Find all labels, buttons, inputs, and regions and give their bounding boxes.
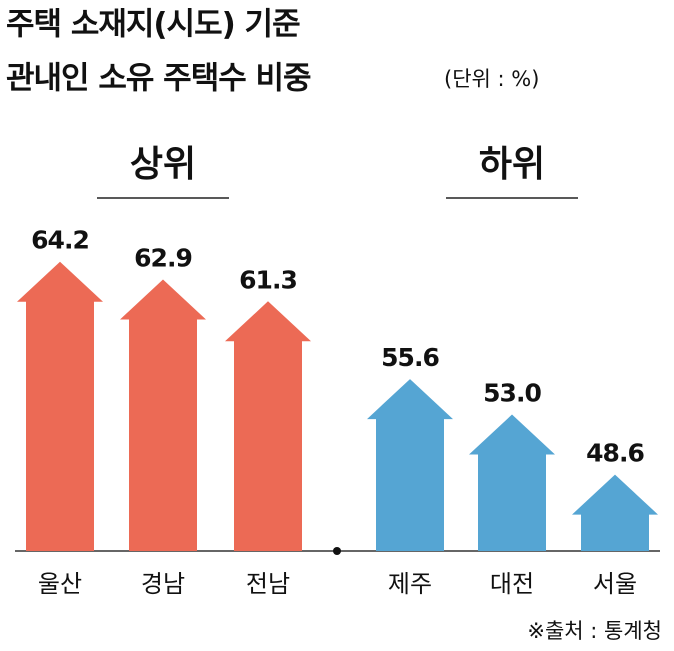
arrow-bar: [572, 474, 658, 551]
x-tick-label: 제주: [388, 570, 432, 598]
arrow-bar: [225, 301, 311, 551]
arrow-bar: [469, 414, 555, 551]
divider-dot: [333, 547, 341, 555]
group-label: 하위: [479, 144, 545, 185]
unit-label: (단위 : %): [444, 67, 539, 91]
value-label: 61.3: [239, 265, 297, 294]
x-tick-label: 대전: [490, 570, 534, 598]
value-label: 55.6: [381, 343, 439, 372]
value-label: 62.9: [134, 243, 192, 272]
arrow-bar: [120, 279, 206, 551]
group-label: 상위: [130, 144, 196, 185]
x-tick-label: 울산: [38, 570, 82, 598]
value-label: 64.2: [31, 226, 89, 255]
chart-title: 관내인 소유 주택수 비중: [6, 61, 311, 97]
value-label: 53.0: [483, 379, 541, 408]
chart-title: 주택 소재지(시도) 기준: [6, 7, 300, 43]
x-tick-label: 경남: [141, 570, 185, 598]
arrow-bar: [17, 261, 103, 551]
source: ※출처 : 통계청: [527, 619, 662, 643]
x-tick-label: 전남: [246, 570, 290, 598]
arrow-bar: [367, 379, 453, 551]
value-label: 48.6: [586, 439, 644, 468]
x-tick-label: 서울: [593, 570, 637, 598]
